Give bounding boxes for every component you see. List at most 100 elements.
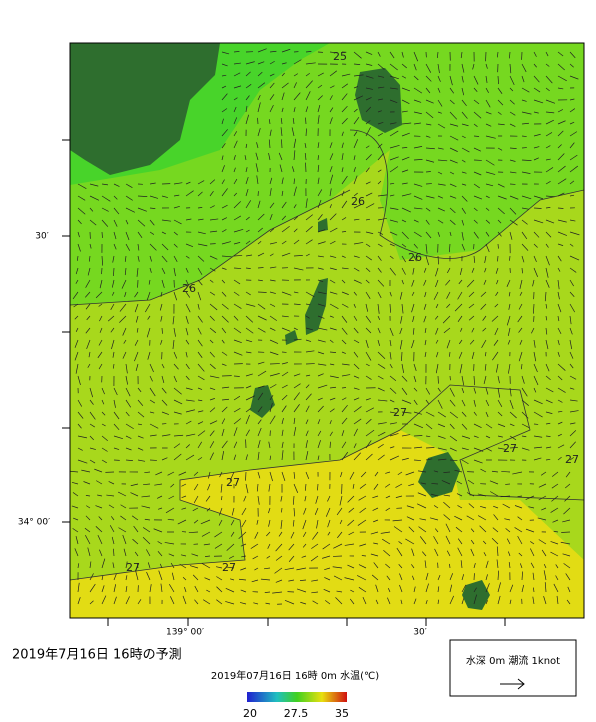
current-arrow — [305, 471, 310, 479]
current-arrow — [389, 166, 399, 173]
current-arrow — [509, 231, 513, 240]
current-arrow — [557, 363, 566, 371]
current-arrow — [508, 561, 511, 569]
current-arrow — [569, 387, 575, 390]
current-arrow — [557, 351, 560, 357]
current-arrow — [423, 267, 427, 273]
current-arrow — [469, 339, 475, 345]
current-arrow — [557, 303, 562, 313]
current-arrow — [185, 243, 194, 247]
current-arrow — [167, 471, 175, 476]
current-arrow — [484, 363, 487, 371]
current-arrow — [533, 411, 543, 418]
current-arrow — [89, 399, 94, 405]
current-arrow — [377, 169, 382, 173]
current-arrow — [461, 159, 466, 163]
current-arrow — [521, 447, 530, 451]
current-arrow — [497, 51, 499, 58]
current-arrow — [113, 411, 120, 420]
current-arrow — [185, 433, 196, 437]
current-arrow — [425, 387, 431, 395]
current-arrow — [245, 229, 250, 233]
current-arrow — [353, 63, 361, 66]
current-arrow — [281, 507, 283, 513]
current-arrow — [269, 60, 275, 65]
current-arrow — [341, 267, 349, 270]
current-arrow — [389, 99, 398, 103]
current-arrow — [430, 493, 439, 497]
current-arrow — [413, 122, 421, 125]
current-arrow — [161, 457, 168, 461]
current-arrow — [173, 267, 176, 277]
current-arrow — [75, 363, 79, 374]
current-arrow — [180, 554, 187, 557]
current-arrow — [269, 188, 272, 197]
current-arrow — [461, 243, 466, 251]
island — [355, 68, 402, 133]
current-arrow — [525, 528, 535, 533]
current-arrow — [203, 599, 211, 605]
current-arrow — [76, 255, 79, 261]
current-arrow — [365, 291, 371, 300]
current-arrow — [377, 387, 385, 392]
current-arrow — [329, 204, 332, 209]
current-arrow — [485, 560, 489, 569]
current-arrow — [387, 588, 391, 593]
current-arrow — [85, 535, 91, 545]
current-arrow — [506, 538, 511, 545]
current-arrow — [257, 252, 265, 257]
current-arrow — [181, 483, 187, 487]
current-arrow — [332, 566, 343, 569]
current-arrow — [221, 118, 224, 125]
current-arrow — [377, 153, 384, 161]
current-arrow — [293, 327, 298, 331]
current-arrow — [435, 327, 439, 335]
current-arrow — [256, 142, 259, 149]
current-arrow — [219, 471, 223, 478]
current-arrow — [77, 207, 86, 215]
current-arrow — [293, 373, 301, 377]
current-arrow — [293, 216, 299, 221]
contour-label: 26 — [182, 282, 196, 295]
current-arrow — [482, 540, 487, 545]
current-arrow — [508, 291, 511, 297]
current-arrow — [389, 255, 394, 259]
current-arrow — [245, 483, 249, 494]
current-arrow — [528, 506, 535, 509]
current-arrow — [437, 99, 443, 107]
current-arrow — [228, 555, 235, 559]
current-arrow — [401, 363, 405, 373]
current-arrow — [98, 516, 103, 521]
current-arrow — [257, 406, 263, 413]
current-arrow — [401, 63, 407, 69]
current-arrow — [461, 447, 469, 451]
current-arrow — [401, 303, 404, 314]
current-arrow — [77, 582, 80, 593]
current-arrow — [418, 526, 427, 533]
current-arrow — [141, 495, 151, 498]
current-arrow — [113, 399, 116, 408]
current-arrow — [471, 327, 475, 333]
current-arrow — [245, 254, 253, 257]
current-arrow — [424, 351, 427, 358]
current-arrow — [530, 562, 535, 569]
current-arrow — [389, 75, 399, 80]
current-arrow — [365, 279, 370, 284]
current-arrow — [98, 339, 103, 346]
current-arrow — [405, 471, 415, 476]
current-arrow — [188, 531, 199, 534]
colorbar-tick: 35 — [335, 707, 349, 720]
current-arrow — [521, 423, 530, 429]
current-arrow — [120, 515, 127, 521]
current-arrow — [413, 423, 424, 429]
current-arrow — [569, 63, 574, 68]
current-arrow — [545, 195, 555, 198]
current-arrow — [370, 553, 379, 557]
current-arrow — [497, 435, 503, 438]
current-arrow — [204, 577, 211, 581]
current-arrow — [185, 399, 195, 402]
current-arrow — [521, 159, 532, 161]
current-arrow — [293, 239, 300, 245]
current-arrow — [497, 111, 502, 115]
current-arrow — [111, 291, 115, 296]
